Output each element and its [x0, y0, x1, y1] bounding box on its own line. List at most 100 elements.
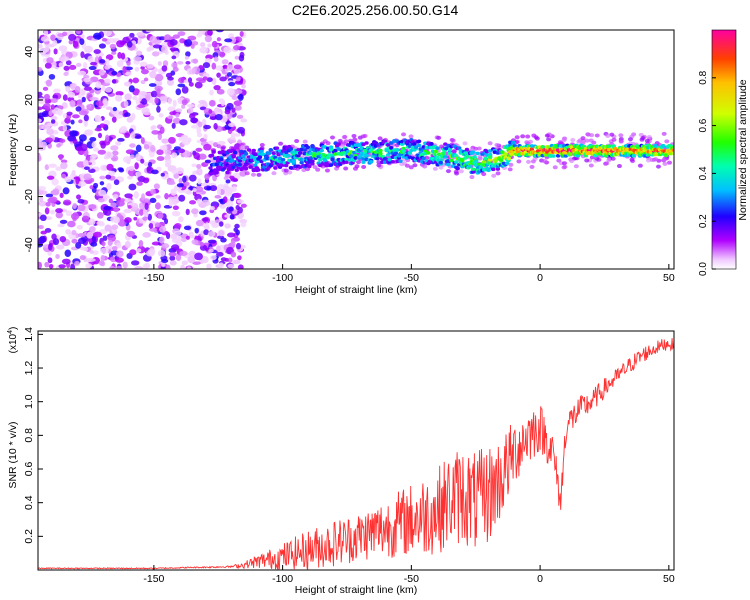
spectrogram-noise-mark	[123, 156, 132, 163]
spectrogram-noise-mark	[159, 236, 165, 244]
spectrogram-noise-mark	[50, 34, 56, 41]
spectrogram-noise-mark	[222, 64, 228, 69]
spectrogram-noise-mark	[183, 225, 192, 231]
spectrogram-noise-mark	[177, 83, 186, 88]
spectrogram-noise-mark	[167, 106, 176, 112]
colorbar-label: Normalized spectral amplitude	[737, 79, 749, 220]
spectrogram-noise-mark	[227, 232, 236, 238]
spectrogram-halo-mark	[552, 165, 558, 170]
spectrogram-noise-mark	[102, 235, 108, 241]
spectrogram-noise-mark	[194, 252, 203, 261]
spectrogram-halo-mark	[569, 159, 575, 164]
spectrogram-halo-mark	[495, 171, 501, 176]
spectrogram-band-mark	[443, 155, 448, 159]
spectrogram-noise-mark	[155, 202, 161, 210]
spectrogram-halo-mark	[302, 139, 308, 144]
spectrogram-noise-mark	[234, 223, 240, 229]
spectrogram-noise-mark	[170, 188, 177, 196]
spectrogram-noise-mark	[211, 62, 217, 70]
spectrogram-noise-mark	[192, 58, 199, 64]
spectrogram-noise-mark	[129, 249, 137, 256]
spectrogram-band-mark	[307, 164, 312, 169]
spectrogram-noise-mark	[235, 76, 241, 82]
spectrogram-noise-mark	[141, 193, 146, 201]
spectrogram-noise-mark	[95, 100, 104, 107]
spectrogram-noise-mark	[168, 115, 174, 120]
spectrogram-halo-mark	[561, 137, 567, 142]
spectrogram-band-mark	[486, 168, 491, 173]
spectrogram-band-mark	[302, 148, 307, 152]
spectrogram-noise-mark	[198, 99, 207, 105]
spectrogram-band-mark	[540, 145, 545, 149]
spectrogram-band-mark	[426, 151, 431, 155]
spectrogram-noise-mark	[197, 178, 202, 185]
spectrogram-noise-mark	[135, 153, 141, 161]
spectrogram-noise-mark	[108, 170, 116, 176]
spectrogram-band-mark	[361, 160, 366, 164]
spectrogram-noise-mark	[215, 113, 223, 121]
spectrogram-noise-mark	[202, 62, 211, 69]
spectrogram-noise-mark	[191, 208, 199, 215]
spectrogram-noise-mark	[62, 187, 70, 195]
spectrogram-band-mark	[274, 146, 280, 150]
spectrogram-halo-mark	[325, 141, 331, 146]
spectrogram-noise-mark	[147, 161, 153, 168]
spectrogram-noise-mark	[89, 136, 97, 142]
spectrogram-band-mark	[433, 149, 439, 154]
spectrogram-noise-mark	[40, 230, 47, 235]
spectrogram-noise-mark	[203, 124, 211, 130]
spectrogram-noise-mark	[99, 181, 105, 186]
spectrogram-noise-mark	[207, 140, 215, 146]
spectrogram-noise-mark	[75, 176, 80, 185]
spectrogram-noise-mark	[169, 39, 178, 46]
spectrogram-noise-mark	[124, 132, 131, 138]
spectrogram-noise-mark	[79, 38, 85, 45]
spectrogram-band-mark	[285, 153, 290, 158]
spectrogram-noise-mark	[132, 95, 138, 101]
spectrogram-noise-mark	[182, 150, 191, 158]
spectrogram-noise-mark	[53, 88, 61, 94]
spectrogram-noise-mark	[191, 67, 196, 75]
spectrogram-noise-mark	[215, 251, 224, 257]
spectrogram-noise-mark	[76, 224, 83, 230]
spectrogram-noise-mark	[83, 119, 88, 127]
page-title: C2E6.2025.256.00.50.G14	[291, 2, 459, 18]
spectrogram-noise-mark	[124, 217, 132, 224]
spectrogram-noise-mark	[195, 147, 203, 152]
spectrogram-halo-mark	[436, 135, 442, 140]
spectrogram-noise-mark	[51, 178, 59, 186]
spectrogram-band-mark	[606, 144, 612, 148]
spectrogram-noise-mark	[194, 227, 199, 234]
spectrogram-noise-mark	[209, 220, 217, 225]
spectrogram-noise-mark	[70, 263, 76, 269]
spectrogram-noise-mark	[228, 206, 234, 212]
spectrogram-noise-mark	[158, 113, 164, 118]
spectrogram-noise-mark	[142, 216, 148, 221]
spectrogram-noise-mark	[230, 132, 236, 139]
spectrogram-halo-mark	[661, 158, 667, 163]
spectrogram-noise-mark	[124, 93, 132, 101]
spectrogram-noise-mark	[48, 73, 56, 80]
spectrogram-noise-mark	[187, 77, 193, 84]
spectrogram-noise-mark	[60, 162, 68, 170]
spectrogram-noise-mark	[80, 51, 85, 59]
spectrogram-noise-mark	[201, 199, 211, 207]
spectrogram-noise-mark	[233, 100, 243, 106]
spectrogram-noise-mark	[86, 104, 91, 111]
spectrogram-noise-mark	[156, 88, 161, 96]
spectrogram-band-mark	[364, 141, 369, 145]
spectrogram-noise-mark	[56, 143, 61, 148]
spectrogram-halo-mark	[594, 133, 600, 138]
spectrogram-noise-mark	[112, 150, 119, 156]
spectrogram-noise-mark	[228, 122, 236, 128]
spectrogram-band-mark	[375, 156, 380, 161]
spectrogram-halo-mark	[530, 159, 536, 164]
spectrogram-noise-mark	[115, 242, 122, 249]
spectrogram-noise-mark	[130, 131, 136, 139]
spectrogram-halo-mark	[491, 173, 497, 178]
spectrogram-noise-mark	[138, 239, 144, 248]
spectrogram-noise-mark	[200, 182, 208, 187]
spectrogram-noise-mark	[172, 99, 177, 108]
spectrogram-band-mark	[551, 154, 556, 158]
spectrogram-halo-mark	[377, 136, 383, 141]
